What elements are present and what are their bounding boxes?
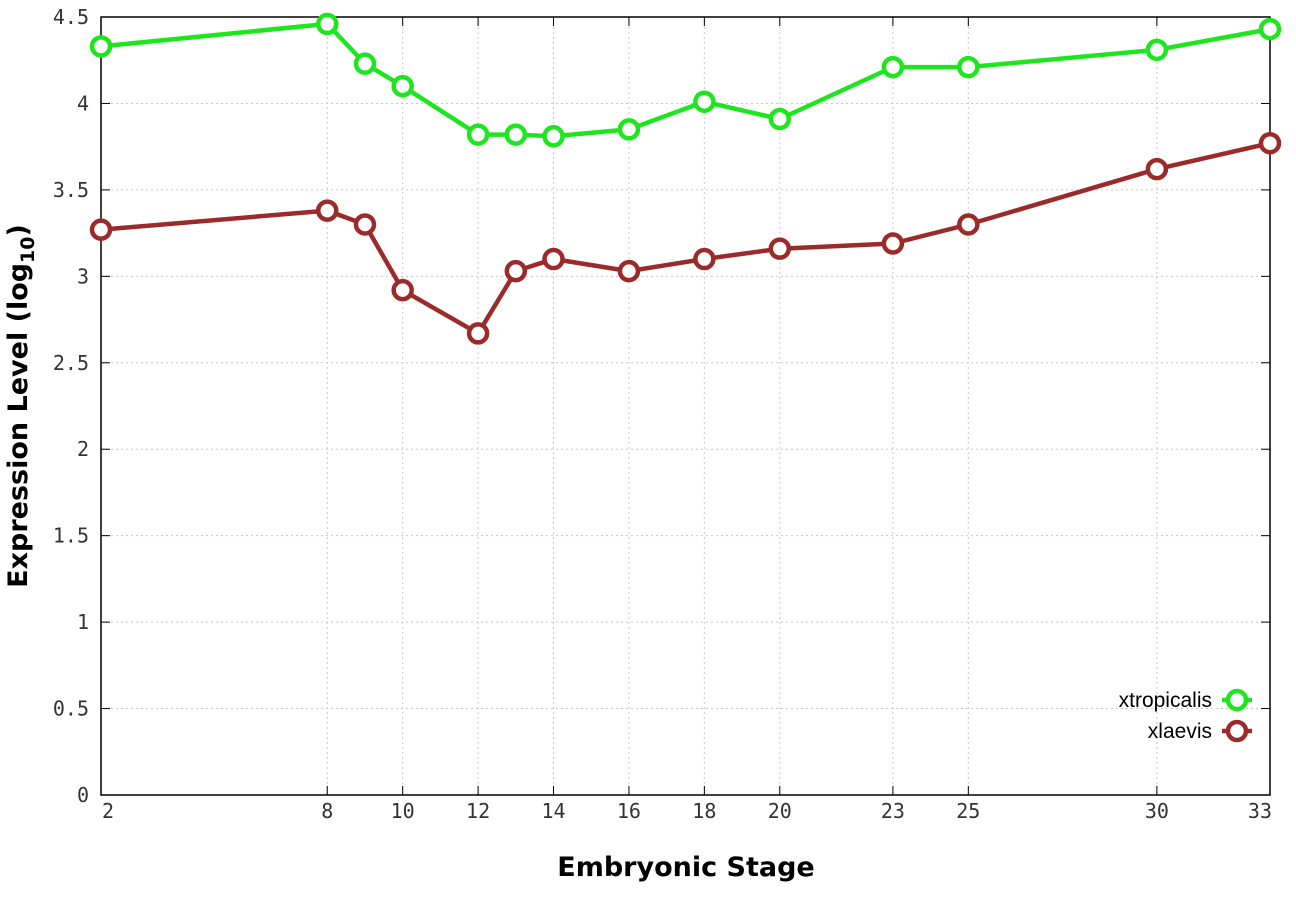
x-tick-label: 18 bbox=[692, 799, 716, 823]
y-axis-title-close: ) bbox=[3, 224, 34, 236]
x-tick-label: 10 bbox=[391, 799, 415, 823]
legend-marker-xtropicalis bbox=[1225, 688, 1249, 712]
data-point-xtropicalis bbox=[1258, 17, 1282, 41]
data-point-xlaevis bbox=[768, 237, 792, 260]
grid-lines bbox=[101, 17, 1270, 795]
y-tick-label: 0.5 bbox=[53, 697, 89, 721]
y-tick-label: 4.5 bbox=[53, 5, 89, 29]
series-xlaevis bbox=[89, 131, 1282, 345]
x-axis-title: Embryonic Stage bbox=[557, 852, 814, 883]
data-point-xtropicalis bbox=[316, 12, 339, 36]
y-tick-label: 3.5 bbox=[53, 178, 89, 202]
data-point-xtropicalis bbox=[89, 35, 113, 58]
data-point-xlaevis bbox=[1258, 131, 1282, 155]
series-line-xtropicalis bbox=[100, 21, 1271, 139]
data-point-xlaevis bbox=[316, 199, 339, 222]
data-point-xlaevis bbox=[466, 322, 490, 345]
data-point-xtropicalis bbox=[768, 107, 792, 131]
data-point-xtropicalis bbox=[466, 123, 490, 146]
data-point-xlaevis bbox=[391, 278, 414, 302]
legend-marker-xlaevis bbox=[1225, 719, 1249, 743]
data-point-xlaevis bbox=[957, 213, 980, 236]
data-point-xlaevis bbox=[1145, 157, 1169, 181]
data-point-xlaevis bbox=[881, 232, 905, 255]
x-axis-ticks: 2 8 10 12 14 16 18 20 23 25 30 33 bbox=[100, 17, 1272, 823]
x-tick-label: 16 bbox=[617, 799, 641, 823]
data-point-xtropicalis bbox=[504, 123, 528, 146]
x-tick-label: 20 bbox=[768, 799, 792, 823]
x-tick-label: 8 bbox=[321, 799, 333, 823]
data-point-xlaevis bbox=[542, 247, 565, 271]
data-point-xtropicalis bbox=[391, 74, 414, 98]
data-point-xtropicalis bbox=[957, 55, 980, 79]
y-tick-label: 2.5 bbox=[53, 351, 89, 375]
y-tick-label: 0 bbox=[77, 783, 89, 807]
x-tick-label: 12 bbox=[466, 799, 490, 823]
x-tick-label: 33 bbox=[1248, 799, 1272, 823]
data-point-xtropicalis bbox=[353, 52, 377, 75]
legend-label-xlaevis: xlaevis bbox=[1148, 720, 1212, 743]
y-axis-ticks: 0 0.5 1 1.5 2 2.5 3 3.5 4 4.5 bbox=[53, 5, 1270, 807]
data-point-xlaevis bbox=[617, 259, 641, 283]
x-tick-label: 23 bbox=[881, 799, 905, 823]
y-tick-label: 3 bbox=[77, 264, 89, 288]
y-tick-label: 2 bbox=[77, 437, 89, 461]
data-point-xlaevis bbox=[504, 259, 528, 283]
data-point-xtropicalis bbox=[1145, 38, 1169, 62]
legend-label-xtropicalis: xtropicalis bbox=[1119, 689, 1212, 712]
y-axis-title-main: Expression Level (log bbox=[3, 263, 34, 588]
data-point-xlaevis bbox=[693, 247, 716, 271]
data-point-xtropicalis bbox=[542, 125, 565, 148]
legend-entry-xlaevis: xlaevis bbox=[1148, 719, 1252, 743]
y-axis-title-subscript: 10 bbox=[17, 236, 39, 262]
y-tick-label: 1 bbox=[77, 610, 89, 634]
x-tick-label: 14 bbox=[541, 799, 565, 823]
y-tick-label: 4 bbox=[77, 91, 89, 115]
data-point-xlaevis bbox=[353, 213, 377, 236]
x-tick-label: 2 bbox=[102, 799, 114, 823]
y-tick-label: 1.5 bbox=[53, 524, 89, 548]
data-point-xlaevis bbox=[89, 218, 113, 241]
x-tick-label: 30 bbox=[1145, 799, 1169, 823]
series-line-xlaevis bbox=[100, 141, 1271, 336]
data-point-xtropicalis bbox=[881, 55, 905, 79]
legend: xtropicalis xlaevis bbox=[1119, 688, 1252, 743]
series-xtropicalis bbox=[89, 12, 1282, 148]
data-point-xtropicalis bbox=[617, 118, 641, 141]
data-point-xtropicalis bbox=[693, 90, 716, 113]
series-group bbox=[89, 12, 1282, 345]
y-axis-title: Expression Level (log10) bbox=[3, 224, 39, 588]
x-tick-label: 25 bbox=[956, 799, 980, 823]
plot-frame bbox=[100, 16, 1271, 796]
legend-entry-xtropicalis: xtropicalis bbox=[1119, 688, 1252, 712]
